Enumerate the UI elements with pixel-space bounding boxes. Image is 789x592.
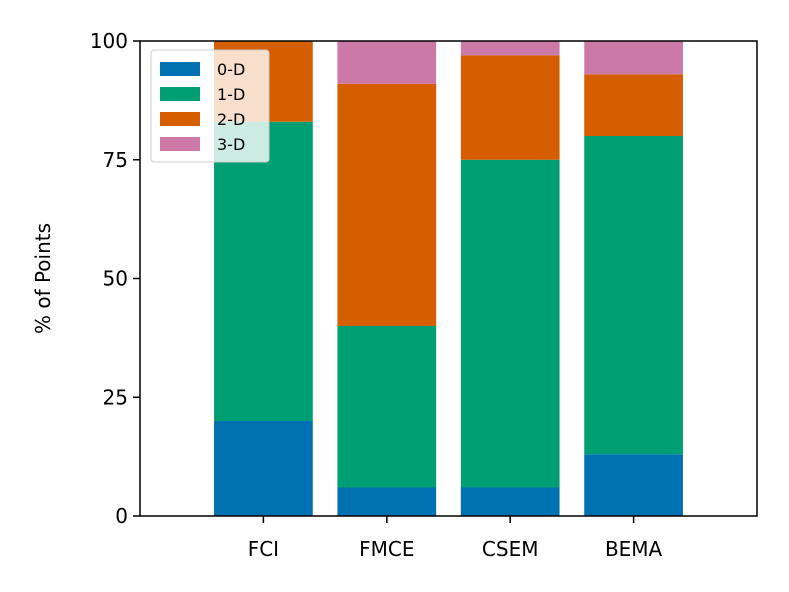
- bar-fci-0-d: [214, 421, 313, 516]
- bars-layer: [214, 41, 683, 516]
- x-tick-label-fci: FCI: [248, 537, 279, 561]
- bar-csem-3-d: [460, 41, 560, 56]
- y-axis: 0 25 50 75 100: [90, 29, 140, 528]
- legend: 0-D 1-D 2-D 3-D: [150, 49, 270, 163]
- bar-fci-1-d: [214, 121, 313, 421]
- legend-label-1-d: 1-D: [217, 85, 245, 104]
- x-tick-label-bema: BEMA: [605, 537, 663, 561]
- bar-fmce-0-d: [337, 487, 437, 516]
- y-tick-label-50: 50: [103, 267, 128, 291]
- legend-label-2-d: 2-D: [217, 110, 245, 129]
- bar-fmce-3-d: [337, 41, 437, 84]
- x-tick-label-csem: CSEM: [482, 537, 539, 561]
- bar-bema-1-d: [584, 136, 683, 455]
- legend-swatch-0-d: [160, 62, 200, 76]
- bar-csem-2-d: [460, 55, 560, 160]
- legend-swatch-2-d: [160, 112, 200, 126]
- y-tick-label-100: 100: [90, 29, 128, 53]
- bar-csem-0-d: [460, 487, 560, 516]
- bar-csem-1-d: [460, 159, 560, 488]
- legend-swatch-1-d: [160, 87, 200, 101]
- bar-fmce-1-d: [337, 326, 437, 488]
- bar-bema-0-d: [584, 454, 683, 516]
- bar-bema-2-d: [584, 74, 683, 136]
- legend-label-0-d: 0-D: [217, 60, 245, 79]
- y-tick-label-75: 75: [103, 148, 128, 172]
- y-tick-label-25: 25: [103, 385, 128, 409]
- x-axis: FCI FMCE CSEM BEMA: [248, 516, 663, 561]
- bar-fmce-2-d: [337, 83, 437, 326]
- y-tick-label-0: 0: [115, 504, 128, 528]
- legend-box: [150, 49, 270, 163]
- legend-swatch-3-d: [160, 137, 200, 151]
- legend-label-3-d: 3-D: [217, 135, 245, 154]
- bar-bema-3-d: [584, 41, 683, 75]
- y-axis-title: % of Points: [31, 223, 55, 334]
- x-tick-label-fmce: FMCE: [359, 537, 414, 561]
